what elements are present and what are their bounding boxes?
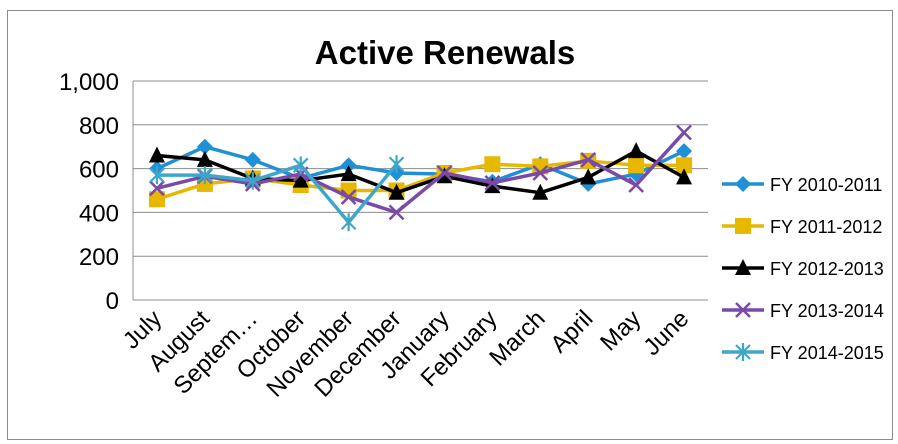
x-tick-label: March	[484, 305, 550, 371]
data-point	[676, 168, 693, 185]
x-tick-label: May	[595, 305, 646, 356]
data-point	[436, 165, 453, 181]
legend-marker	[735, 176, 751, 192]
data-point	[484, 156, 501, 173]
series-line	[156, 163, 398, 225]
data-point	[580, 151, 597, 168]
data-point	[340, 213, 357, 232]
series-line	[156, 144, 685, 186]
legend-item: FY 2011-2012	[722, 217, 882, 237]
data-point	[436, 167, 453, 184]
legend-label: FY 2010-2011	[770, 175, 882, 195]
data-point	[628, 157, 645, 174]
data-point	[484, 174, 501, 191]
y-axis-ticks: 0 200 400 600 800 1,000	[59, 69, 119, 315]
data-point	[196, 138, 213, 155]
data-point	[148, 191, 165, 208]
gridlines	[132, 80, 708, 301]
series-line	[156, 149, 685, 195]
legend-label: FY 2014-2015	[770, 343, 884, 363]
y-tick-label: 1,000	[59, 69, 119, 96]
data-point	[292, 171, 309, 188]
data-point	[388, 155, 405, 174]
data-point	[676, 124, 692, 141]
legend-marker	[735, 343, 751, 361]
data-point	[532, 165, 549, 181]
legend-label: FY 2011-2012	[770, 217, 882, 237]
legend-marker	[735, 259, 751, 275]
legend-marker	[735, 302, 751, 318]
data-point	[340, 189, 357, 205]
y-tick-label: 800	[79, 113, 119, 140]
y-tick-label: 400	[79, 200, 119, 227]
series-layer	[148, 124, 693, 232]
x-tick-label: April	[545, 305, 598, 358]
data-point	[245, 171, 261, 190]
legend-label: FY 2012-2013	[770, 259, 884, 279]
data-point	[149, 180, 165, 197]
data-point	[580, 168, 597, 185]
chart-title: Active Renewals	[315, 34, 575, 71]
data-point	[340, 165, 357, 182]
series-line	[156, 131, 686, 215]
data-point	[628, 177, 645, 193]
data-point	[388, 204, 405, 221]
legend: FY 2010-2011 FY 2011-2012 FY 2012-2013 FY 2…	[722, 175, 884, 363]
legend-item: FY 2010-2011	[722, 175, 882, 195]
legend-label: FY 2013-2014	[770, 301, 884, 321]
data-point	[628, 142, 645, 159]
legend-item: FY 2013-2014	[722, 301, 884, 321]
data-point	[148, 146, 165, 163]
legend-item: FY 2012-2013	[722, 259, 884, 279]
data-point	[244, 151, 261, 168]
y-tick-label: 600	[79, 157, 119, 184]
data-point	[196, 150, 213, 167]
legend-marker	[735, 218, 751, 234]
data-point	[532, 183, 549, 200]
data-point	[676, 143, 693, 160]
data-point	[197, 166, 213, 185]
data-point	[149, 166, 165, 185]
data-point	[676, 157, 693, 174]
data-point	[388, 183, 405, 200]
series-fy-2012-2013	[148, 142, 693, 200]
y-tick-label: 0	[106, 288, 119, 315]
series-fy-2014-2015	[149, 155, 405, 232]
x-axis-ticks: JulyAugustSeptem…OctoberNovemberDecember…	[118, 305, 694, 403]
data-point	[292, 156, 309, 175]
data-point	[484, 177, 501, 194]
x-tick-label: June	[638, 305, 694, 361]
legend-item: FY 2014-2015	[722, 343, 884, 363]
y-tick-label: 200	[79, 244, 119, 271]
